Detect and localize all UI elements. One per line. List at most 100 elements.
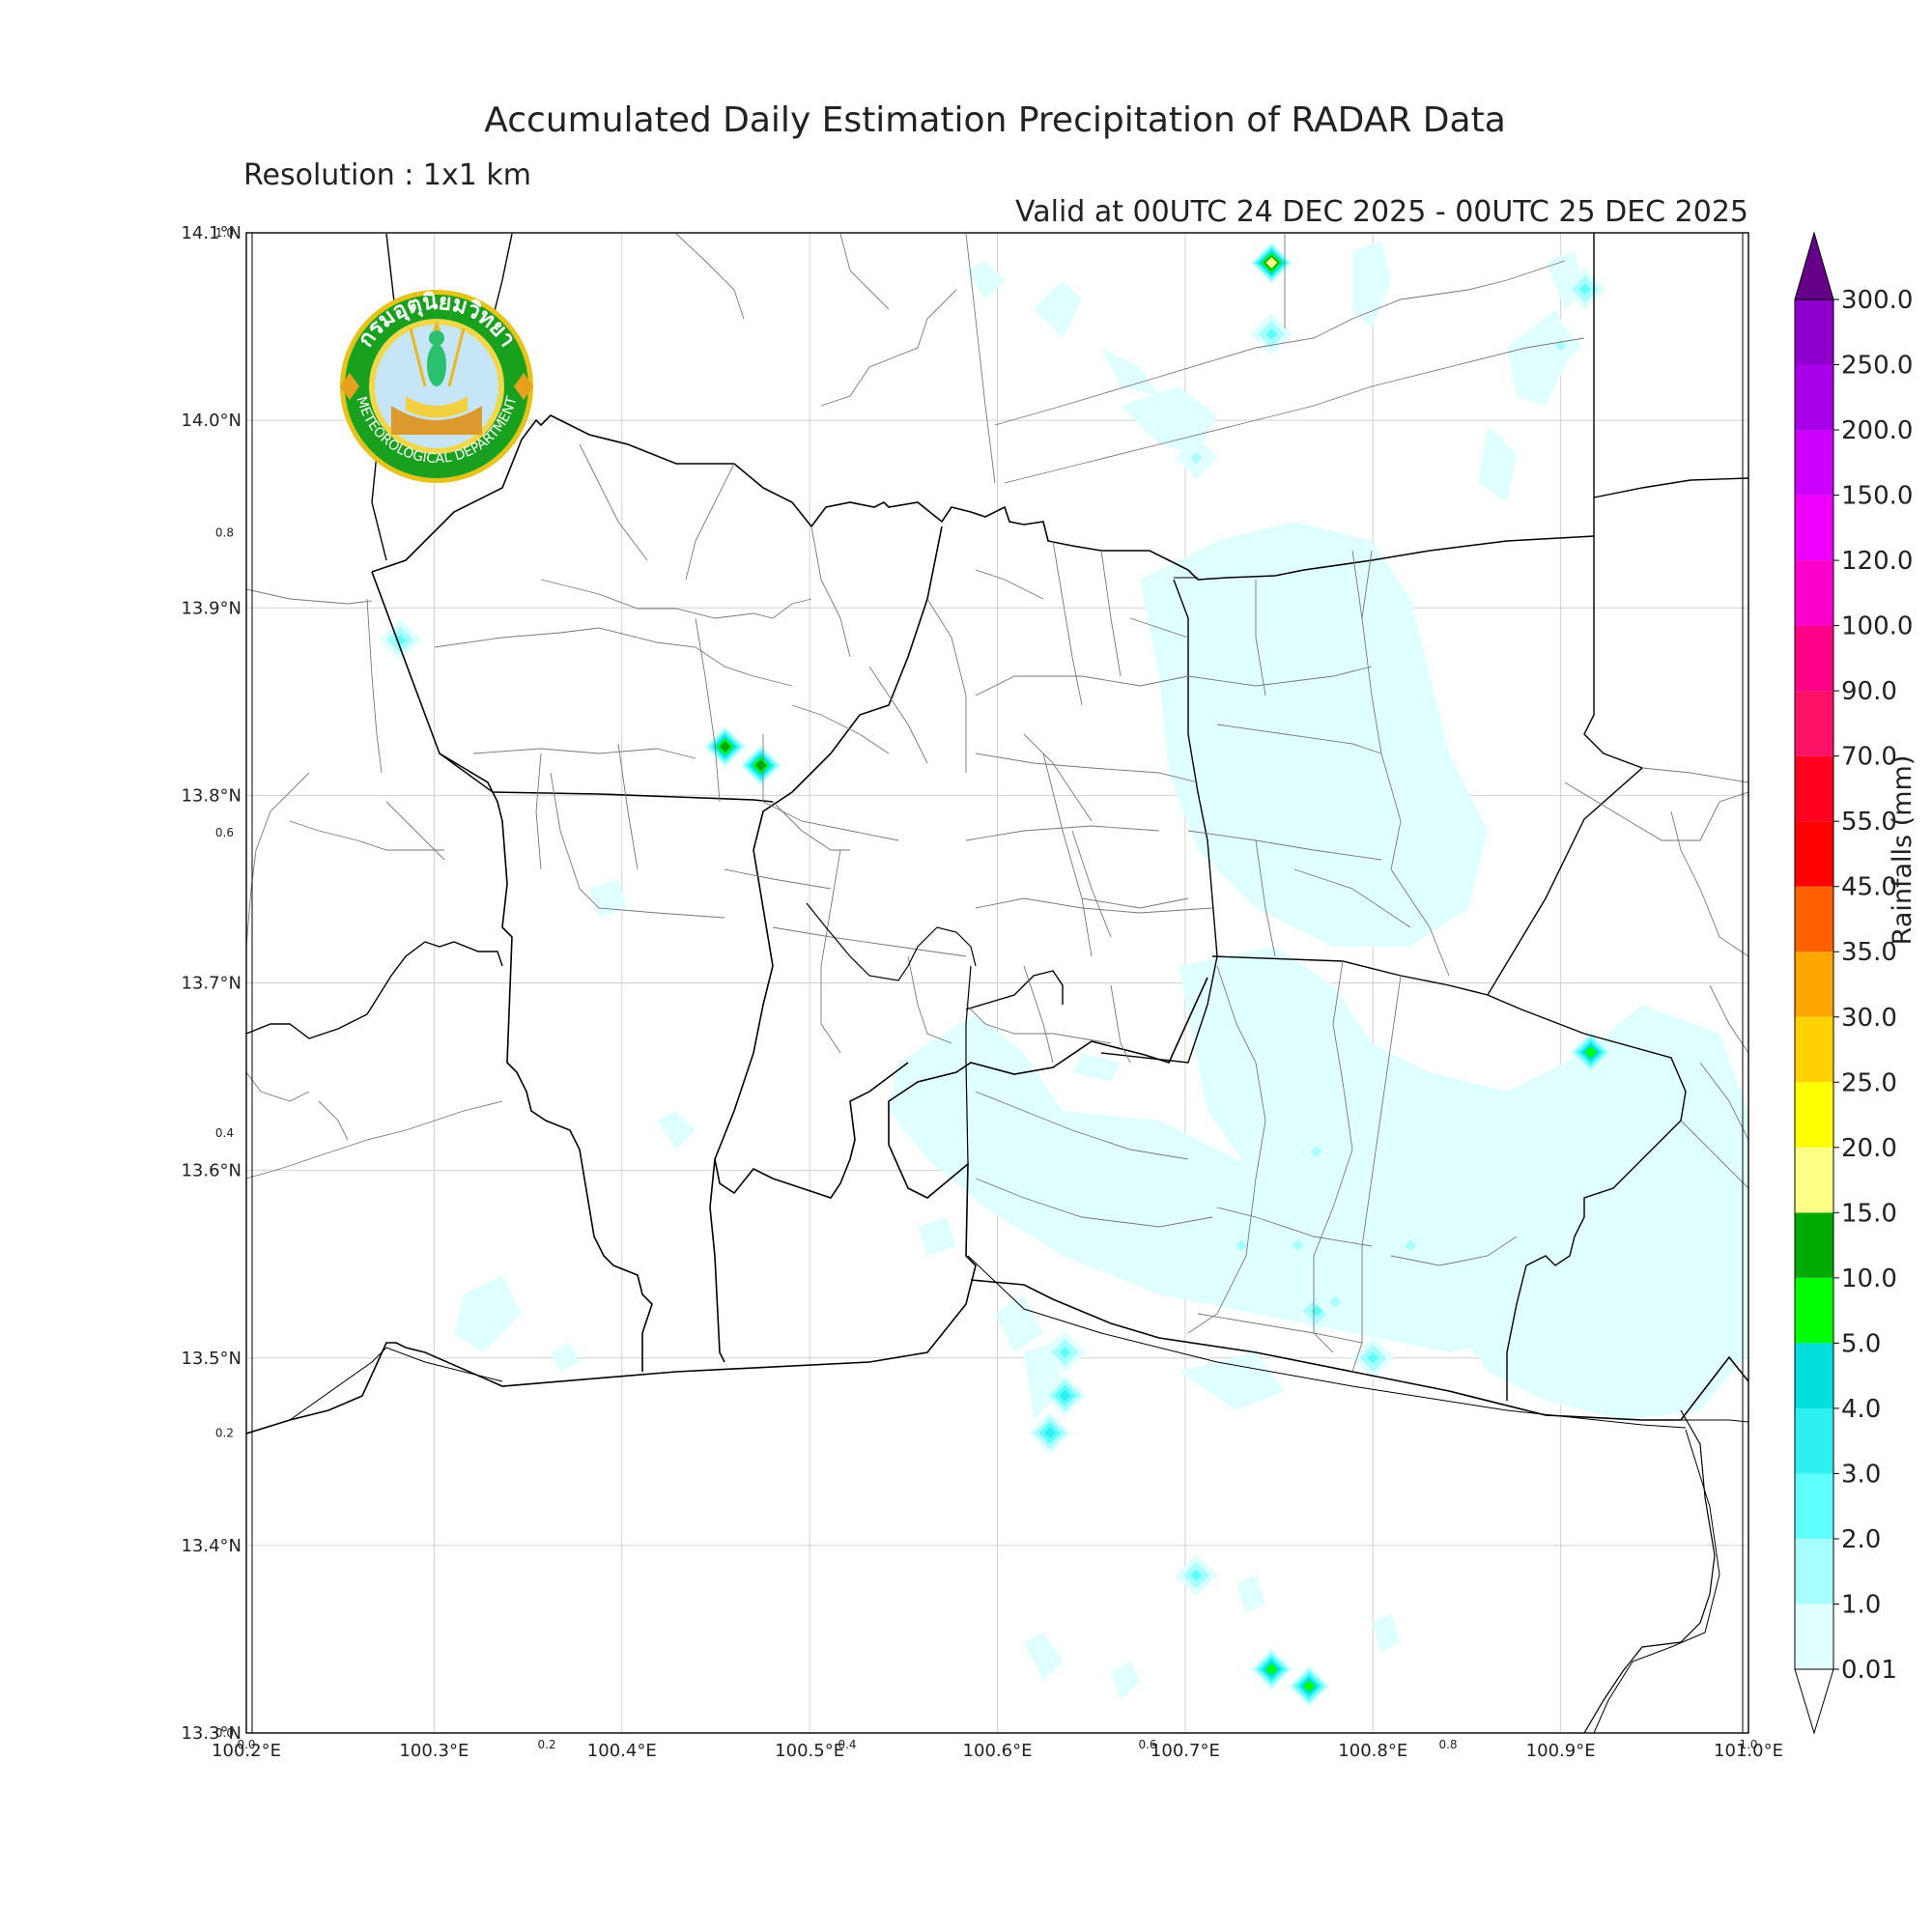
lon-tick-label: 100.9°E — [1526, 1741, 1596, 1761]
colorbar-tick-label: 3.0 — [1841, 1460, 1881, 1489]
rain-cells — [379, 242, 1612, 1708]
rain-cell — [1563, 268, 1606, 311]
colorbar-tick-label: 200.0 — [1841, 416, 1913, 445]
colorbar-segment — [1795, 625, 1833, 692]
colorbar-min-extend — [1794, 1668, 1834, 1735]
colorbar-segment — [1795, 495, 1833, 561]
colorbar-tick-label: 150.0 — [1841, 482, 1913, 511]
longitude-labels: 100.2°E 100.3°E 100.4°E 100.5°E 100.6°E 100.7… — [212, 1741, 1783, 1761]
plot-frame — [245, 232, 1749, 1734]
colorbar-tick-label: 55.0 — [1841, 808, 1897, 837]
colorbar-tick-label: 100.0 — [1841, 612, 1913, 641]
colorbar-segment — [1795, 952, 1833, 1017]
lon-tick-label: 100.8°E — [1338, 1741, 1407, 1761]
colorbar-tick-label: 1.0 — [1841, 1590, 1881, 1619]
colorbar-segment — [1795, 821, 1833, 887]
colorbar-segment — [1795, 1016, 1833, 1083]
lon-tick-label: 100.6°E — [963, 1741, 1033, 1761]
valid-time-label: Valid at 00UTC 24 DEC 2025 - 00UTC 25 DE… — [1015, 195, 1748, 229]
fraction-y-label: 1.0 — [215, 226, 234, 240]
boundaries — [246, 233, 1748, 1733]
colorbar-segment — [1795, 1147, 1833, 1213]
colorbar-tick-label: 90.0 — [1841, 677, 1897, 706]
meteorological-department-logo: กรมอุตุนิยมวิทยา — [340, 290, 533, 483]
colorbar-tick-label: 45.0 — [1841, 873, 1897, 902]
colorbar-tick-label: 10.0 — [1841, 1264, 1897, 1293]
colorbar-segment — [1795, 1604, 1833, 1669]
logo-trident-icon — [409, 327, 427, 387]
colorbar-max-extend — [1794, 231, 1834, 300]
logo-right-ornament-icon — [514, 373, 533, 400]
colorbar-tick-label: 30.0 — [1841, 1004, 1897, 1033]
rainfall-field — [379, 242, 1748, 1708]
lon-tick-label: 100.7°E — [1151, 1741, 1220, 1761]
colorbar-tick-label: 120.0 — [1841, 547, 1913, 576]
colorbar-tick-label: 25.0 — [1841, 1068, 1897, 1097]
colorbar-segment — [1795, 430, 1833, 496]
fraction-y-label: 0.0 — [215, 1726, 234, 1740]
fraction-y-label: 0.8 — [215, 526, 234, 540]
rain-cell — [1389, 1224, 1433, 1267]
rain-cell — [1043, 1330, 1087, 1374]
rain-cell — [1250, 1647, 1293, 1690]
rain-cell — [739, 744, 782, 787]
rain-cell — [703, 724, 747, 768]
logo-deity-icon — [427, 344, 446, 386]
colorbar-segment — [1795, 1277, 1833, 1344]
rain-cell — [379, 618, 422, 662]
lat-tick-label: 13.9°N — [181, 598, 242, 618]
colorbar-tick-label: 2.0 — [1841, 1525, 1881, 1554]
colorbar-segment — [1795, 1538, 1833, 1605]
logo-cloud-icon — [406, 396, 468, 418]
colorbar-segment — [1795, 1343, 1833, 1408]
fraction-x-label: 0.4 — [838, 1738, 856, 1751]
colorbar: 0.01 1.0 2.0 3.0 4.0 5.0 10.0 15.0 20.0 25.0 30.0 3… — [1794, 231, 1913, 1735]
rain-cell — [1314, 1280, 1357, 1323]
rain-cell — [1288, 1664, 1331, 1708]
rain-cell — [1220, 1224, 1264, 1267]
rain-cell — [1294, 1130, 1338, 1174]
rain-cell — [1351, 1336, 1395, 1379]
colorbar-segment — [1795, 886, 1833, 952]
lat-tick-label: 13.3°N — [181, 1723, 242, 1744]
rain-cell — [1175, 436, 1218, 479]
lon-tick-label: 100.4°E — [587, 1741, 657, 1761]
resolution-label: Resolution : 1x1 km — [243, 158, 531, 192]
map-title: Accumulated Daily Estimation Precipitati… — [484, 100, 1506, 140]
colorbar-tick-label: 0.01 — [1841, 1656, 1897, 1685]
fraction-x-label: 1.0 — [1739, 1738, 1757, 1751]
lat-tick-label: 13.4°N — [181, 1536, 242, 1556]
rain-cell — [1250, 242, 1293, 285]
lat-tick-label: 14.1°N — [181, 223, 242, 243]
rain-cell — [1028, 1411, 1071, 1455]
colorbar-tick-label: 20.0 — [1841, 1134, 1897, 1163]
colorbar-segment — [1795, 1082, 1833, 1148]
colorbar-tick-label: 250.0 — [1841, 352, 1913, 381]
colorbar-tick-label: 70.0 — [1841, 743, 1897, 772]
colorbar-tick-label: 4.0 — [1841, 1395, 1881, 1424]
lat-tick-label: 13.5°N — [181, 1349, 242, 1369]
logo-left-ornament-icon — [340, 373, 359, 400]
lon-tick-label: 100.2°E — [212, 1741, 281, 1761]
colorbar-segment — [1795, 299, 1833, 365]
colorbar-segment — [1795, 755, 1833, 822]
rain-cell — [1250, 312, 1293, 355]
colorbar-segment — [1795, 1473, 1833, 1539]
lon-tick-label: 101.0°E — [1714, 1741, 1783, 1761]
rain-cell — [1569, 1031, 1612, 1074]
colorbar-segment — [1795, 1407, 1833, 1474]
latitude-labels: 13.3°N 13.4°N 13.5°N 13.6°N 13.7°N 13.8°N 13.9… — [181, 223, 242, 1744]
colorbar-segment — [1795, 560, 1833, 626]
colorbar-tick-label: 15.0 — [1841, 1199, 1897, 1228]
colorbar-title: Rainfalls (mm) — [1888, 755, 1918, 946]
lon-tick-label: 100.3°E — [399, 1741, 469, 1761]
fraction-x-label: 0.0 — [237, 1738, 255, 1751]
lat-tick-label: 13.6°N — [181, 1161, 242, 1181]
colorbar-tick-label: 35.0 — [1841, 938, 1897, 967]
fraction-y-label: 0.6 — [215, 826, 234, 839]
logo-pedestal-icon — [391, 406, 482, 435]
colorbar-segment — [1795, 691, 1833, 756]
fraction-x-label: 0.2 — [537, 1738, 555, 1751]
colorbar-segment — [1795, 364, 1833, 431]
fraction-x-label: 0.8 — [1438, 1738, 1457, 1751]
